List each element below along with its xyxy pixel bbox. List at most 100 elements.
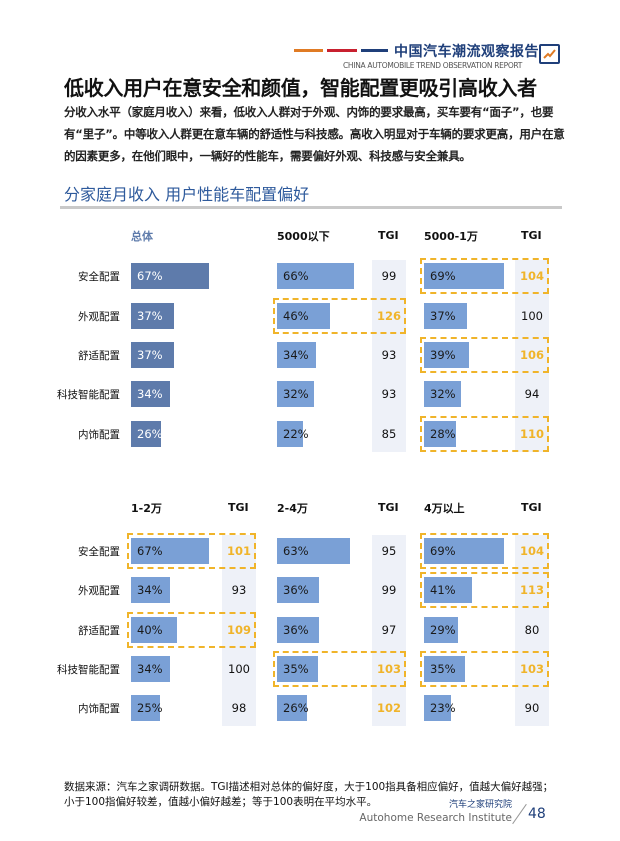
highlight-box: [420, 533, 549, 569]
bar-value-label: 36%: [283, 623, 309, 637]
bar-value-label: 32%: [430, 387, 456, 401]
bar: 26%: [131, 421, 163, 447]
summary-paragraph: 分收入水平（家庭月收入）来看，低收入人群对于外观、内饰的要求最高，买车要有“面子…: [64, 105, 565, 163]
bar-value-label: 40%: [137, 623, 163, 637]
tgi-value: 113: [519, 583, 544, 597]
bar-value-label: 37%: [137, 309, 163, 323]
bar: 40%: [131, 617, 178, 643]
bar-value-label: 35%: [283, 662, 309, 676]
bar: 32%: [424, 381, 462, 407]
row-label: 内饰配置: [78, 703, 120, 715]
bar: 32%: [277, 381, 315, 407]
bar: 35%: [424, 656, 465, 682]
tgi-value: 80: [524, 623, 540, 637]
group-header: 1-2万: [131, 502, 162, 515]
tgi-column-bg: [222, 535, 256, 726]
row-label: 外观配置: [78, 585, 120, 597]
bar-value-label: 28%: [430, 427, 456, 441]
source-note-line1: 数据来源：汽车之家调研数据。TGI描述相对总体的偏好度，大于100指具备相应偏好…: [64, 781, 554, 793]
tgi-value: 101: [226, 544, 251, 558]
bar-value-label: 67%: [137, 269, 163, 283]
bar: 67%: [131, 263, 209, 289]
bar-value-label: 34%: [137, 387, 163, 401]
bar: 25%: [131, 695, 163, 721]
bar-value-label: 66%: [283, 269, 309, 283]
page-number: 48: [528, 806, 546, 822]
bar: 36%: [277, 617, 319, 643]
tgi-header: TGI: [378, 501, 399, 514]
tgi-value: 110: [519, 427, 544, 441]
bar-value-label: 29%: [430, 623, 456, 637]
brand-title: 中国汽车潮流观察报告: [394, 44, 539, 60]
row-label: 舒适配置: [78, 350, 120, 362]
highlight-box: [273, 298, 406, 334]
bar-value-label: 39%: [430, 348, 456, 362]
row-label: 科技智能配置: [57, 389, 120, 401]
highlight-box: [127, 533, 256, 569]
tgi-value: 104: [519, 544, 544, 558]
bar-value-label: 26%: [137, 427, 163, 441]
tgi-value: 103: [376, 662, 401, 676]
tgi-value: 126: [376, 309, 401, 323]
tgi-value: 93: [381, 387, 397, 401]
bar: 22%: [277, 421, 309, 447]
institute-en: Autohome Research Institute: [359, 812, 512, 824]
bar: 29%: [424, 617, 458, 643]
section-divider: [60, 206, 562, 209]
bar-value-label: 32%: [283, 387, 309, 401]
tgi-value: 93: [381, 348, 397, 362]
highlight-box: [420, 572, 549, 608]
highlight-box: [420, 416, 549, 452]
tgi-value: 93: [231, 583, 247, 597]
brand-subtitle: CHINA AUTOMOBILE TREND OBSERVATION REPOR…: [343, 61, 523, 70]
tgi-column-bg: [372, 260, 406, 452]
bar: 41%: [424, 577, 472, 603]
tgi-value: 99: [381, 583, 397, 597]
section-title: 分家庭月收入 用户性能车配置偏好: [64, 185, 310, 204]
bar: 34%: [131, 381, 171, 407]
bar: 69%: [424, 263, 505, 289]
bar: 37%: [131, 342, 174, 368]
tgi-value: 100: [521, 309, 543, 323]
tgi-column-bg: [372, 535, 406, 726]
bar: 36%: [277, 577, 319, 603]
bar: 23%: [424, 695, 456, 721]
row-label: 科技智能配置: [57, 664, 120, 676]
highlight-box: [127, 612, 256, 648]
tgi-value: 106: [519, 348, 544, 362]
bar-value-label: 41%: [430, 583, 456, 597]
accent-line-red: [327, 49, 357, 52]
page-title: 低收入用户在意安全和颜值，智能配置更吸引高收入者: [64, 76, 537, 100]
group-header: 2-4万: [277, 502, 308, 515]
row-label: 安全配置: [78, 271, 120, 283]
bar-value-label: 25%: [137, 701, 163, 715]
highlight-box: [273, 651, 406, 687]
bar: 46%: [277, 303, 331, 329]
accent-line-blue: [361, 49, 388, 52]
highlight-box: [420, 651, 549, 687]
bar: 34%: [277, 342, 317, 368]
bar-value-label: 34%: [283, 348, 309, 362]
tgi-header: TGI: [378, 229, 399, 242]
row-label: 内饰配置: [78, 429, 120, 441]
group-header: 5000-1万: [424, 230, 478, 243]
bar-value-label: 23%: [430, 701, 456, 715]
bar: 69%: [424, 538, 505, 564]
tgi-value: 98: [231, 701, 247, 715]
bar: 66%: [277, 263, 354, 289]
row-label: 外观配置: [78, 311, 120, 323]
bar-value-label: 46%: [283, 309, 309, 323]
trend-chart-icon: [539, 44, 560, 64]
group-header: 5000以下: [277, 230, 330, 243]
bar-value-label: 63%: [283, 544, 309, 558]
tgi-column-bg: [515, 535, 549, 726]
bar: 39%: [424, 342, 470, 368]
tgi-value: 85: [381, 427, 397, 441]
bar-value-label: 69%: [430, 544, 456, 558]
tgi-value: 109: [226, 623, 251, 637]
bar-value-label: 69%: [430, 269, 456, 283]
row-label: 安全配置: [78, 546, 120, 558]
overall-header: 总体: [131, 230, 153, 243]
tgi-value: 100: [228, 662, 250, 676]
bar: 37%: [131, 303, 174, 329]
